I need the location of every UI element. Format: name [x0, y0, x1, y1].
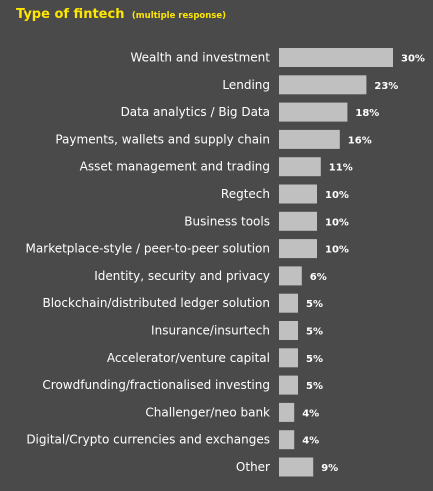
chart-subtitle: (multiple response) — [131, 11, 227, 21]
category-label: Challenger/neo bank — [145, 405, 270, 419]
bar — [279, 430, 295, 450]
bar — [279, 375, 298, 395]
chart-title: Type of fintech — [16, 7, 125, 22]
bar — [279, 293, 298, 313]
category-label: Wealth and investment — [130, 51, 270, 65]
category-label: Marketplace-style / peer-to-peer solutio… — [26, 242, 270, 256]
bar — [279, 129, 340, 149]
value-label: 9% — [321, 463, 338, 474]
value-label: 23% — [374, 81, 398, 92]
value-label: 16% — [348, 135, 372, 146]
value-label: 18% — [355, 108, 379, 119]
value-label: 5% — [306, 327, 323, 338]
category-label: Identity, security and privacy — [94, 269, 270, 283]
value-label: 4% — [302, 408, 319, 419]
bar — [279, 48, 393, 67]
value-label: 10% — [325, 245, 349, 256]
value-label: 5% — [306, 354, 323, 365]
bar — [279, 457, 314, 477]
category-label: Accelerator/venture capital — [107, 351, 270, 365]
category-label: Blockchain/distributed ledger solution — [42, 296, 270, 310]
category-label: Digital/Crypto currencies and exchanges — [26, 433, 270, 447]
category-label: Crowdfunding/fractionalised investing — [42, 378, 270, 392]
bar — [279, 184, 317, 204]
value-label: 10% — [325, 190, 349, 201]
category-label: Lending — [222, 78, 270, 92]
bar — [279, 402, 295, 422]
value-label: 6% — [310, 272, 327, 283]
category-label: Payments, wallets and supply chain — [55, 132, 270, 146]
value-label: 5% — [306, 299, 323, 310]
category-label: Asset management and trading — [80, 160, 270, 174]
value-label: 10% — [325, 217, 349, 228]
bar — [279, 266, 302, 286]
value-label: 4% — [302, 436, 319, 447]
bar — [279, 321, 298, 340]
category-label: Business tools — [184, 214, 270, 228]
bar — [279, 102, 348, 122]
value-label: 30% — [401, 54, 425, 65]
chart-title-row: Type of fintech (multiple response) — [16, 5, 226, 23]
bar — [279, 239, 317, 259]
bar — [279, 211, 317, 231]
bar — [279, 348, 298, 368]
value-label: 5% — [306, 381, 323, 392]
bar — [279, 157, 321, 177]
category-label: Insurance/insurtech — [151, 324, 270, 338]
bar — [279, 75, 367, 95]
category-label: Regtech — [221, 187, 270, 201]
value-label: 11% — [329, 163, 353, 174]
category-label: Other — [236, 460, 270, 474]
category-label: Data analytics / Big Data — [121, 105, 270, 119]
